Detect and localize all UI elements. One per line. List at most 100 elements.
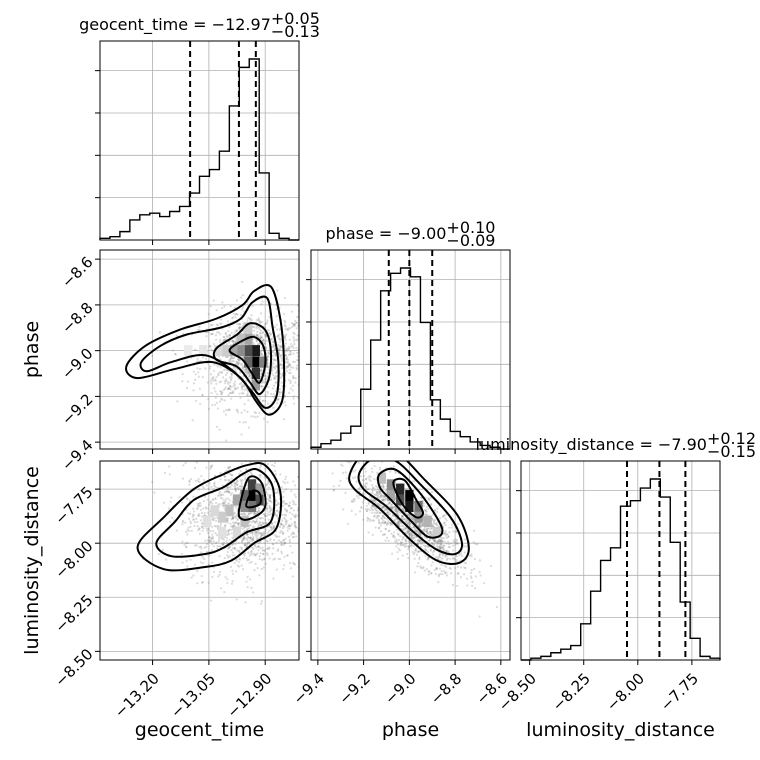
- scatter-point: [212, 545, 216, 548]
- scatter-point: [239, 396, 242, 400]
- scatter-point: [245, 557, 248, 560]
- scatter-point: [383, 521, 386, 524]
- scatter-point: [393, 519, 396, 522]
- scatter-point: [234, 369, 237, 372]
- scatter-point: [241, 568, 245, 571]
- scatter-point: [397, 521, 400, 524]
- scatter-point: [175, 529, 178, 532]
- scatter-point: [228, 358, 231, 361]
- scatter-point: [266, 539, 269, 543]
- scatter-point: [198, 458, 200, 460]
- scatter-point: [428, 538, 431, 541]
- scatter-point: [246, 392, 249, 395]
- scatter-point: [264, 518, 267, 521]
- scatter-point: [455, 530, 458, 533]
- scatter-point: [261, 336, 264, 339]
- scatter-point: [274, 352, 277, 355]
- density-cell-geocent_time-phase-14: [199, 345, 208, 357]
- scatter-point: [271, 523, 274, 526]
- scatter-point: [236, 486, 240, 489]
- scatter-point: [268, 499, 271, 502]
- scatter-point: [241, 362, 244, 365]
- scatter-point: [238, 549, 241, 552]
- scatter-point: [236, 518, 239, 522]
- scatter-point: [289, 353, 292, 356]
- scatter-point: [210, 465, 213, 468]
- scatter-point: [222, 499, 226, 502]
- scatter-point: [431, 542, 434, 546]
- scatter-point: [282, 539, 285, 542]
- scatter-point: [245, 468, 248, 471]
- scatter-point: [427, 497, 430, 500]
- scatter-point: [259, 329, 262, 332]
- scatter-point: [443, 521, 446, 524]
- scatter-point: [232, 359, 235, 363]
- scatter-point: [182, 417, 184, 419]
- scatter-point: [230, 377, 233, 380]
- scatter-point: [407, 530, 410, 533]
- scatter-point: [373, 514, 376, 517]
- scatter-point: [279, 525, 282, 529]
- scatter-point: [305, 374, 307, 376]
- scatter-point: [206, 529, 209, 532]
- scatter-point: [250, 521, 253, 524]
- scatter-point: [252, 535, 255, 539]
- scatter-point: [443, 540, 446, 543]
- scatter-point: [276, 509, 279, 512]
- scatter-point: [182, 464, 185, 467]
- scatter-point: [407, 545, 411, 548]
- scatter-point: [470, 555, 473, 558]
- scatter-point: [296, 315, 299, 319]
- scatter-point: [278, 348, 281, 351]
- scatter-point: [281, 523, 284, 526]
- scatter-point: [265, 552, 269, 555]
- scatter-point: [284, 488, 288, 491]
- scatter-point: [283, 335, 287, 338]
- scatter-point: [368, 518, 371, 521]
- scatter-point: [289, 372, 292, 375]
- scatter-point: [438, 567, 442, 570]
- scatter-point: [294, 526, 297, 529]
- scatter-point: [210, 373, 213, 376]
- scatter-point: [259, 473, 262, 477]
- scatter-point: [288, 327, 292, 330]
- scatter-point: [204, 506, 207, 509]
- scatter-point: [411, 550, 414, 554]
- scatter-point: [439, 552, 442, 555]
- scatter-point: [265, 347, 268, 350]
- scatter-point: [374, 485, 378, 488]
- scatter-point: [351, 500, 354, 503]
- scatter-point: [387, 530, 390, 533]
- scatter-point: [319, 532, 321, 534]
- scatter-point: [206, 507, 210, 510]
- scatter-point: [241, 539, 244, 542]
- scatter-point: [265, 321, 269, 324]
- scatter-point: [151, 354, 154, 358]
- scatter-point: [260, 534, 263, 537]
- scatter-point: [258, 574, 261, 577]
- scatter-point: [234, 570, 238, 573]
- density-cell-geocent_time-phase-8: [244, 333, 253, 345]
- scatter-point: [381, 505, 385, 509]
- scatter-point: [402, 518, 405, 521]
- scatter-point: [190, 576, 193, 579]
- scatter-point: [355, 480, 358, 483]
- scatter-point: [220, 587, 223, 590]
- scatter-point: [207, 531, 210, 535]
- scatter-point: [259, 535, 262, 538]
- scatter-point: [397, 524, 400, 527]
- title-minus-phase: −0.09: [446, 231, 495, 250]
- scatter-point: [236, 313, 239, 316]
- scatter-point: [257, 545, 260, 548]
- scatter-point: [283, 296, 286, 300]
- scatter-point: [260, 372, 263, 376]
- scatter-point: [419, 525, 422, 528]
- scatter-point: [207, 540, 210, 544]
- scatter-point: [261, 399, 264, 403]
- scatter-point: [228, 490, 231, 493]
- scatter-point: [418, 539, 421, 542]
- scatter-point: [436, 541, 440, 544]
- scatter-point: [219, 496, 222, 499]
- scatter-point: [385, 536, 389, 539]
- scatter-point: [454, 566, 457, 570]
